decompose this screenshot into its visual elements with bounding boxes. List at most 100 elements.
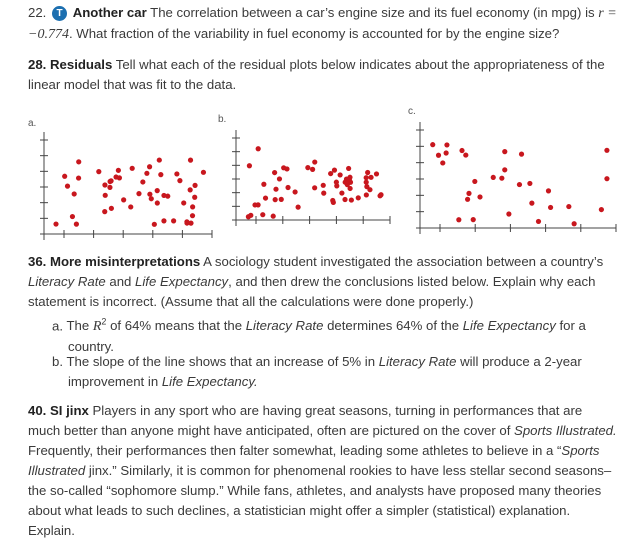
text-run: of 64% means that the — [106, 318, 246, 334]
dot — [547, 204, 554, 211]
text-run: 2 — [101, 317, 107, 327]
dot — [456, 217, 462, 223]
dot — [187, 187, 193, 193]
residual-plot: a. — [28, 118, 213, 240]
dot — [71, 191, 77, 197]
problem-title: 40. SI jinx — [28, 403, 89, 418]
dot — [144, 170, 150, 176]
dot — [136, 191, 142, 197]
dot — [463, 152, 469, 158]
text-run: for a country. — [68, 318, 586, 355]
dot — [128, 204, 134, 210]
dot — [444, 142, 450, 148]
dot — [470, 217, 476, 223]
dot — [188, 220, 194, 226]
dot — [598, 206, 604, 213]
dot — [333, 179, 339, 185]
problem-title: Another car — [72, 5, 147, 20]
dot — [518, 151, 525, 157]
dot — [363, 175, 369, 181]
dot — [516, 181, 523, 188]
dot — [443, 150, 449, 156]
dot — [535, 218, 542, 225]
dot — [278, 196, 284, 202]
dot — [337, 172, 343, 178]
problem-title: 36. More misinterpretations — [28, 254, 201, 269]
residual-plot: b. — [218, 114, 391, 226]
dot — [604, 176, 610, 182]
dot — [440, 160, 446, 166]
text-run-group: The correlation between a car’s engine s… — [28, 5, 617, 42]
dot — [571, 221, 577, 227]
text-run-group: The R2 of 64% means that the Literacy Ra… — [66, 317, 586, 355]
dot — [154, 200, 160, 206]
dot — [76, 159, 82, 165]
dot — [129, 165, 135, 171]
list-item: b. The slope of the line shows that an i… — [52, 352, 613, 392]
dot — [466, 190, 472, 196]
dot — [342, 179, 348, 185]
dot — [73, 221, 79, 227]
text-run: The correlation between a car’s engine s… — [150, 5, 599, 20]
dot — [108, 205, 114, 211]
dot — [355, 195, 361, 201]
text-run-group: The slope of the line shows that an incr… — [66, 354, 581, 389]
dot — [272, 197, 278, 203]
dot — [367, 187, 373, 193]
text-run: Life Expectancy. — [161, 374, 258, 389]
dot — [285, 184, 291, 191]
dot — [295, 204, 301, 210]
dot — [69, 213, 76, 220]
text-run: Sports Illustrated. — [514, 423, 617, 438]
text-run-group: A sociology student investigated the ass… — [28, 254, 603, 309]
dot — [107, 178, 113, 185]
text-run: and — [105, 274, 136, 289]
dot — [154, 188, 160, 194]
dot — [270, 213, 276, 219]
dot — [321, 190, 327, 196]
dot — [368, 174, 374, 180]
dot — [506, 211, 512, 217]
problem-22: 22. T Another car The correlation betwee… — [28, 3, 618, 45]
dot — [192, 194, 198, 200]
dot — [328, 170, 334, 177]
dot — [248, 212, 254, 218]
list-item: a. The R2 of 64% means that the Literacy… — [52, 312, 613, 357]
dot — [102, 209, 108, 215]
dot — [255, 146, 261, 152]
dot — [151, 221, 157, 227]
text-run-group: Players in any sport who are having grea… — [28, 403, 617, 538]
dot — [346, 177, 353, 183]
dot — [113, 174, 119, 180]
problem-40: 40. SI jinx Players in any sport who are… — [28, 401, 618, 541]
dot — [472, 178, 478, 185]
dot — [490, 174, 496, 181]
dot — [171, 218, 177, 224]
dot — [147, 191, 153, 197]
dot — [192, 182, 198, 188]
dot — [309, 166, 316, 172]
text-run: . What fraction of the variability in fu… — [68, 26, 560, 41]
text-run: Sports Illustrated — [28, 443, 600, 478]
dot — [502, 167, 508, 173]
badge: T — [52, 6, 68, 21]
dot — [181, 200, 187, 206]
item-label: a. — [52, 318, 63, 334]
dot — [107, 184, 113, 190]
dot — [529, 200, 535, 206]
dot — [312, 159, 318, 165]
plot-label: b. — [218, 114, 226, 125]
text-run: Literacy Rate — [28, 274, 106, 289]
problem-number: 22. — [28, 5, 47, 20]
text-run: Literacy Rate — [245, 318, 324, 334]
dot — [161, 218, 167, 224]
dot — [435, 152, 442, 158]
dot — [121, 197, 127, 203]
dot — [200, 169, 207, 175]
dot — [96, 169, 102, 175]
dot — [189, 213, 196, 219]
dot — [148, 196, 154, 202]
dot — [53, 221, 59, 227]
dot — [140, 179, 146, 185]
